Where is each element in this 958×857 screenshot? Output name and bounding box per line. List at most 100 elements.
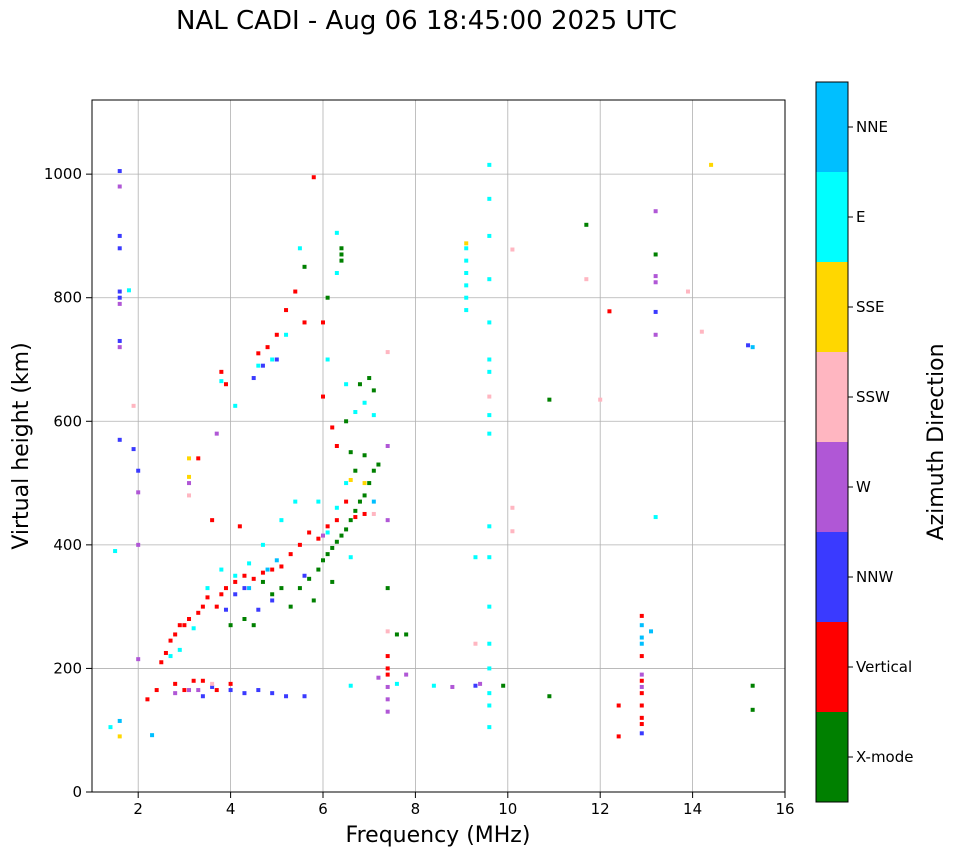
echo-point-sse (464, 241, 469, 246)
colorbar-frame (815, 81, 849, 803)
echo-point-vertical (223, 382, 228, 387)
echo-point-e (219, 567, 224, 572)
echo-point-nnw (117, 295, 122, 300)
echo-point-xmode (251, 623, 256, 628)
echo-point-w (450, 684, 455, 689)
echo-point-w (187, 481, 192, 486)
echo-point-e (487, 691, 492, 696)
echo-point-vertical (385, 654, 390, 659)
echo-point-vertical (639, 678, 644, 683)
echo-point-nne (247, 586, 252, 591)
echo-point-vertical (182, 623, 187, 628)
colorbar-tick-label: E (856, 208, 865, 226)
echo-point-xmode (311, 598, 316, 603)
echo-point-nnw (117, 246, 122, 251)
echo-point-xmode (750, 683, 755, 688)
echo-point-w (196, 688, 201, 693)
echo-point-e (394, 681, 399, 686)
echo-point-vertical (639, 654, 644, 659)
echo-point-e (293, 499, 298, 504)
echo-point-vertical (293, 289, 298, 294)
colorbar-segment (816, 352, 848, 442)
echo-point-e (487, 369, 492, 374)
echo-point-xmode (371, 468, 376, 473)
echo-point-nnw (131, 447, 136, 452)
echo-point-nnw (473, 683, 478, 688)
echo-point-e (334, 505, 339, 510)
echo-point-vertical (639, 722, 644, 727)
echo-point-vertical (639, 703, 644, 708)
echo-point-vertical (353, 515, 358, 520)
echo-point-w (653, 274, 658, 279)
colorbar-tick-label: SSE (856, 298, 885, 316)
echo-point-vertical (177, 623, 182, 628)
echo-point-w (478, 681, 483, 686)
echo-point-nne (639, 623, 644, 628)
echo-point-w (385, 444, 390, 448)
echo-point-vertical (173, 632, 178, 637)
echo-point-w (117, 345, 122, 350)
echo-point-xmode (357, 499, 362, 504)
echo-point-nnw (639, 731, 644, 736)
echo-point-vertical (223, 586, 228, 591)
echo-point-e (348, 555, 353, 560)
echo-point-xmode (653, 252, 658, 257)
echo-point-nne (639, 641, 644, 646)
echo-point-sse (709, 162, 714, 167)
echo-point-vertical (200, 678, 205, 683)
echo-point-xmode (367, 376, 372, 381)
echo-point-w (639, 684, 644, 689)
echo-point-e (487, 604, 492, 609)
echo-point-vertical (616, 703, 621, 708)
y-tick-label: 400 (53, 536, 82, 554)
echo-point-nne (265, 567, 270, 572)
echo-point-e (353, 410, 358, 415)
echo-point-e (233, 403, 238, 408)
echo-point-vertical (284, 308, 289, 313)
echo-point-xmode (260, 579, 265, 584)
echo-point-e (487, 666, 492, 671)
echo-point-nnw (256, 688, 261, 693)
echo-point-sse (348, 477, 353, 482)
echo-point-vertical (385, 672, 390, 677)
echo-point-xmode (385, 586, 390, 591)
echo-point-w (187, 688, 192, 693)
echo-point-vertical (639, 691, 644, 696)
echo-point-nne (639, 635, 644, 640)
echo-point-e (431, 683, 436, 688)
echo-point-vertical (219, 592, 224, 597)
echo-point-e (247, 561, 252, 566)
echo-point-xmode (302, 264, 307, 269)
echo-point-vertical (639, 613, 644, 618)
echo-point-ssw (385, 350, 390, 355)
echo-point-nnw (200, 694, 205, 699)
echo-point-w (653, 332, 658, 337)
echo-point-w (173, 691, 178, 696)
echo-point-nne (371, 499, 376, 504)
echo-point-e (191, 626, 196, 631)
echo-point-nnw (256, 607, 261, 612)
echo-point-w (385, 709, 390, 714)
echo-point-nnw (242, 691, 247, 696)
echo-point-xmode (750, 707, 755, 712)
echo-point-ssw (685, 289, 690, 294)
echo-point-xmode (547, 397, 552, 402)
plot-frame (91, 99, 786, 793)
echo-point-w (136, 542, 141, 547)
echo-point-e (371, 413, 376, 418)
echo-point-e (487, 320, 492, 325)
echo-point-xmode (584, 222, 589, 227)
echo-point-e (464, 246, 469, 251)
echo-point-e (168, 654, 173, 659)
echo-point-xmode (344, 527, 349, 532)
x-tick-label: 8 (411, 800, 421, 818)
echo-point-vertical (145, 697, 150, 702)
echo-point-e (464, 258, 469, 263)
echo-point-e (464, 283, 469, 288)
colorbar-segment (816, 442, 848, 532)
colorbar-segment (816, 262, 848, 352)
echo-point-vertical (316, 536, 321, 541)
y-tick-label: 200 (53, 659, 82, 677)
echo-point-nnw (117, 338, 122, 343)
echo-point-e (464, 271, 469, 275)
